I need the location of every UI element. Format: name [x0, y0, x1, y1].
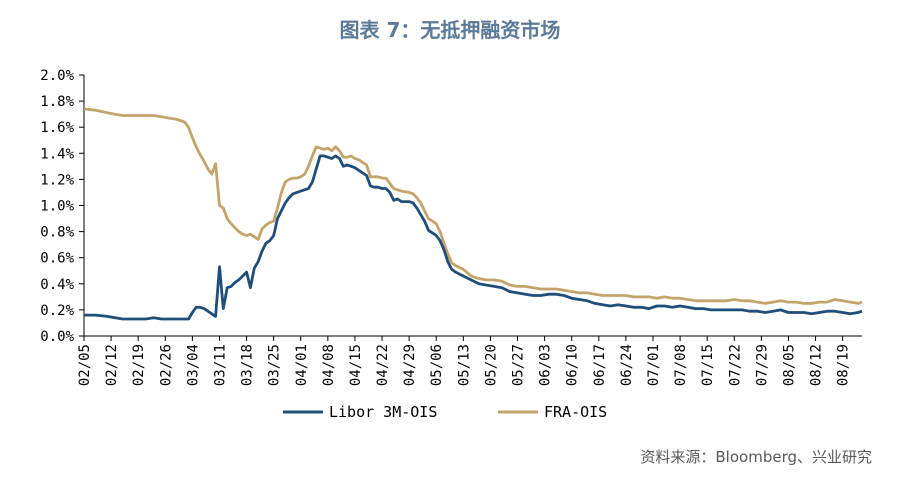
x-tick-label: 04/29 [402, 344, 418, 386]
x-tick-label: 03/25 [267, 344, 283, 386]
x-tick-label: 07/01 [646, 344, 662, 386]
x-tick-label: 03/11 [212, 344, 228, 386]
y-tick-label: 0.0% [40, 329, 74, 345]
x-tick-label: 02/12 [104, 344, 120, 386]
y-tick-label: 0.6% [40, 251, 74, 267]
x-tick-label: 04/01 [294, 344, 310, 386]
x-tick-label: 06/03 [538, 344, 554, 386]
series-line-fra-ois [83, 107, 863, 305]
x-tick-label: 06/10 [565, 344, 581, 386]
y-tick-label: 2.0% [40, 68, 74, 84]
y-tick-label: 1.4% [40, 146, 74, 162]
x-tick-label: 04/15 [348, 344, 364, 386]
y-tick-label: 1.2% [40, 172, 74, 188]
series-line-libor-3m-ois [84, 154, 863, 321]
y-tick-label: 1.6% [40, 120, 74, 136]
x-tick-label: 08/05 [781, 344, 797, 386]
legend: Libor 3M-OIS FRA-OIS [283, 403, 607, 421]
x-tick-label: 05/13 [456, 344, 472, 386]
legend-label: Libor 3M-OIS [329, 403, 437, 421]
x-tick-label: 08/19 [836, 344, 852, 386]
x-tick-label: 04/22 [375, 344, 391, 386]
x-tick-label: 03/18 [240, 344, 256, 386]
x-tick-label: 07/22 [727, 344, 743, 386]
y-tick-label: 1.0% [40, 199, 74, 215]
x-tick-label: 02/05 [77, 344, 93, 386]
legend-label: FRA-OIS [544, 403, 607, 421]
x-tick-label: 05/06 [429, 344, 445, 386]
x-tick-label: 05/27 [511, 344, 527, 386]
chart-title: 图表 7：无抵押融资市场 [339, 18, 561, 42]
x-tick-label: 07/08 [673, 344, 689, 386]
x-tick-label: 05/20 [483, 344, 499, 386]
x-tick-label: 03/04 [185, 344, 201, 386]
x-tick-label: 04/08 [321, 344, 337, 386]
axes: 0.0% 0.2% 0.4% 0.6% 0.8% 1.0% 1.2% 1.4% 1.6% 1.8%… [40, 68, 862, 386]
x-tick-label: 08/12 [809, 344, 825, 386]
y-tick-label: 1.8% [40, 94, 74, 110]
source-note: 资料来源：Bloomberg、兴业研究 [640, 448, 872, 466]
x-tick-label: 07/15 [700, 344, 716, 386]
x-tick-label: 06/17 [592, 344, 608, 386]
y-tick-label: 0.8% [40, 225, 74, 241]
series-lines [83, 107, 863, 321]
y-tick-label: 0.2% [40, 303, 74, 319]
x-tick-label: 07/29 [754, 344, 770, 386]
x-tick-label: 02/19 [131, 344, 147, 386]
x-tick-label: 02/26 [158, 344, 174, 386]
x-tick-label: 06/24 [619, 344, 635, 386]
y-tick-label: 0.4% [40, 277, 74, 293]
